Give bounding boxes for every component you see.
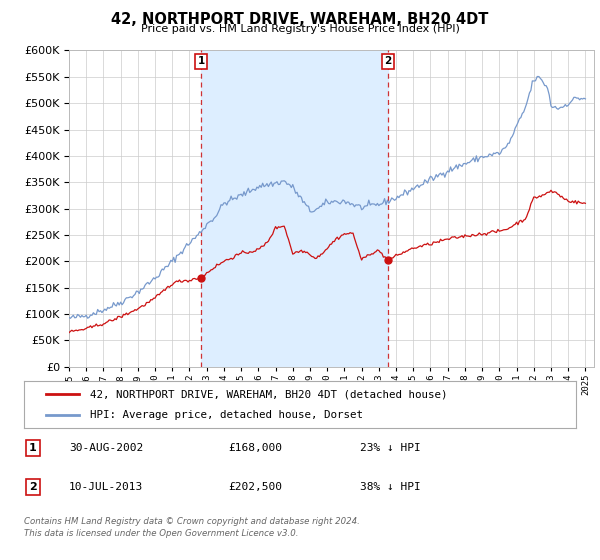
Text: Contains HM Land Registry data © Crown copyright and database right 2024.: Contains HM Land Registry data © Crown c… bbox=[24, 517, 360, 526]
Bar bbox=[201, 50, 388, 367]
Text: £168,000: £168,000 bbox=[228, 443, 282, 453]
Text: 1: 1 bbox=[197, 57, 205, 67]
Text: This data is licensed under the Open Government Licence v3.0.: This data is licensed under the Open Gov… bbox=[24, 529, 299, 538]
Text: 23% ↓ HPI: 23% ↓ HPI bbox=[360, 443, 421, 453]
Text: 38% ↓ HPI: 38% ↓ HPI bbox=[360, 482, 421, 492]
Text: 30-AUG-2002: 30-AUG-2002 bbox=[69, 443, 143, 453]
Text: HPI: Average price, detached house, Dorset: HPI: Average price, detached house, Dors… bbox=[90, 410, 363, 420]
Text: £202,500: £202,500 bbox=[228, 482, 282, 492]
Text: 1: 1 bbox=[29, 443, 37, 453]
Text: 10-JUL-2013: 10-JUL-2013 bbox=[69, 482, 143, 492]
Text: Price paid vs. HM Land Registry's House Price Index (HPI): Price paid vs. HM Land Registry's House … bbox=[140, 24, 460, 34]
Text: 2: 2 bbox=[384, 57, 392, 67]
Text: 2: 2 bbox=[29, 482, 37, 492]
Text: 42, NORTHPORT DRIVE, WAREHAM, BH20 4DT: 42, NORTHPORT DRIVE, WAREHAM, BH20 4DT bbox=[112, 12, 488, 27]
Text: 42, NORTHPORT DRIVE, WAREHAM, BH20 4DT (detached house): 42, NORTHPORT DRIVE, WAREHAM, BH20 4DT (… bbox=[90, 389, 448, 399]
